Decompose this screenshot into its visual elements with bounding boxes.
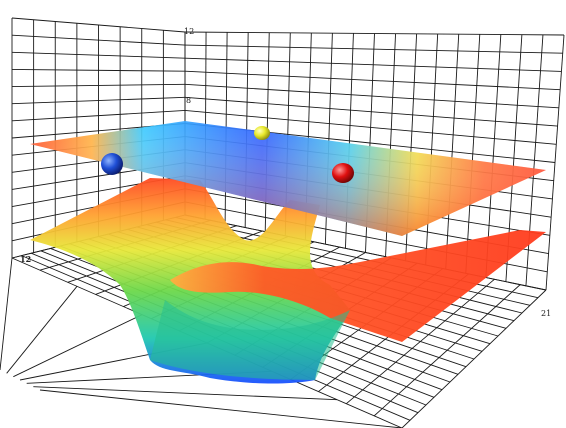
floor-grid-line	[33, 386, 338, 401]
upper-surface-shade	[30, 121, 546, 236]
floor-grid-line	[0, 257, 13, 371]
markers	[101, 126, 354, 183]
upper-surface	[30, 121, 546, 236]
grid-line	[465, 34, 481, 274]
lower-surface-ridge	[170, 230, 546, 342]
floor-grid-line	[401, 289, 547, 428]
floor-grid-line	[13, 314, 143, 378]
floor-grid-line	[345, 278, 495, 405]
red-marker	[332, 163, 354, 183]
tick-label-left: 12	[20, 254, 31, 264]
tick-label-z-top: 12	[184, 27, 194, 36]
tick-label-z-mid: 8	[186, 96, 191, 105]
grid-line	[445, 34, 460, 270]
tick-label-right: 21	[541, 309, 551, 318]
grid-line	[545, 34, 565, 291]
grid-line	[425, 33, 439, 266]
floor-grid-line	[373, 284, 521, 417]
floor-grid-line	[39, 389, 403, 428]
blue-marker	[101, 153, 123, 175]
lower-surface	[30, 178, 546, 384]
yellow-marker	[254, 126, 270, 140]
grid-line	[525, 34, 544, 286]
floor-grid-line	[6, 286, 78, 374]
lower-surface-front-wall	[150, 300, 350, 380]
